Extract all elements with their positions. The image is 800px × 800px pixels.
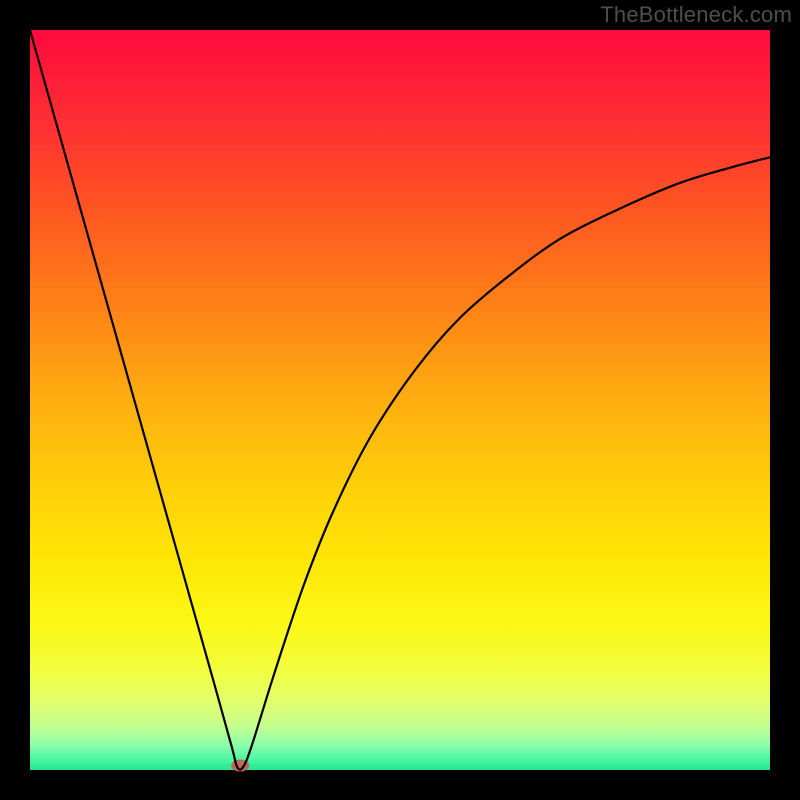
watermark-text: TheBottleneck.com bbox=[600, 2, 792, 28]
chart-frame: TheBottleneck.com bbox=[0, 0, 800, 800]
plot-background bbox=[30, 30, 770, 770]
bottleneck-chart bbox=[0, 0, 800, 800]
